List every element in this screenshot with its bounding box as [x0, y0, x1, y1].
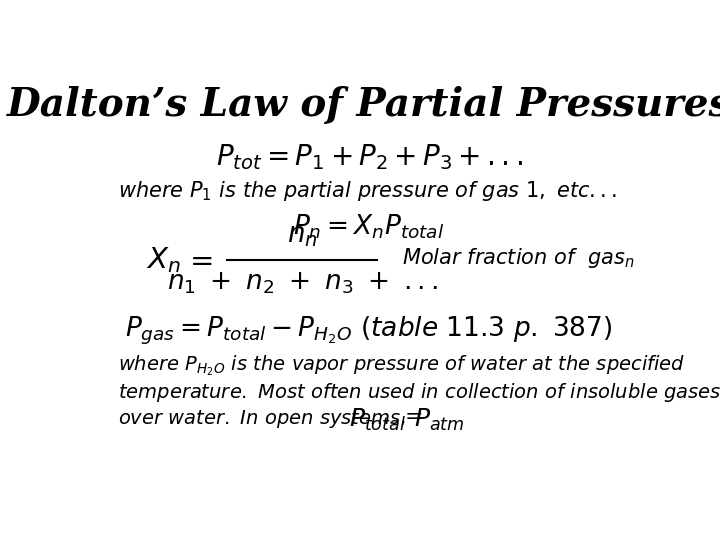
Text: $temperature.\ Most\ often\ used\ in\ collection\ of\ insoluble\ gases$: $temperature.\ Most\ often\ used\ in\ co… — [118, 381, 720, 404]
Text: $n_{1}\ +\ n_{2}\ +\ n_{3}\ +\ ...$: $n_{1}\ +\ n_{2}\ +\ n_{3}\ +\ ...$ — [166, 271, 438, 296]
Text: $P_{tot} = P_{1} + P_{2} + P_{3} + ...$: $P_{tot} = P_{1} + P_{2} + P_{3} + ...$ — [215, 141, 523, 172]
Text: $=$: $=$ — [184, 246, 213, 274]
Text: Dalton’s Law of Partial Pressures: Dalton’s Law of Partial Pressures — [6, 85, 720, 124]
Text: $P_{n}{=}X_{n}P_{total}$: $P_{n}{=}X_{n}P_{total}$ — [293, 212, 445, 241]
Text: $X_{n}$: $X_{n}$ — [145, 245, 181, 275]
Text: $=$: $=$ — [400, 404, 422, 426]
Text: $P_{atm}$: $P_{atm}$ — [413, 407, 464, 433]
Text: $over\ water.\ In\ open\ systems,$: $over\ water.\ In\ open\ systems,$ — [118, 408, 406, 430]
Text: $where\ P_{H_{2}O}\ is\ the\ vapor\ pressure\ of\ water\ at\ the\ specified$: $where\ P_{H_{2}O}\ is\ the\ vapor\ pres… — [118, 354, 685, 379]
Text: $where\ P_{1}\ is\ the\ partial\ pressure\ of\ gas\ 1,\ etc...$: $where\ P_{1}\ is\ the\ partial\ pressur… — [118, 179, 616, 203]
Text: $P_{gas} = P_{total} - P_{H_{2}O}$$\mathit{\ (table\ 11.3\ p.\ 387)}$: $P_{gas} = P_{total} - P_{H_{2}O}$$\math… — [125, 314, 613, 347]
Text: $n_{n}$: $n_{n}$ — [287, 221, 318, 248]
Text: $Molar\ fraction\ of\ \ gas_{n}$: $Molar\ fraction\ of\ \ gas_{n}$ — [402, 246, 635, 270]
Text: $P_{total}$: $P_{total}$ — [349, 407, 407, 433]
